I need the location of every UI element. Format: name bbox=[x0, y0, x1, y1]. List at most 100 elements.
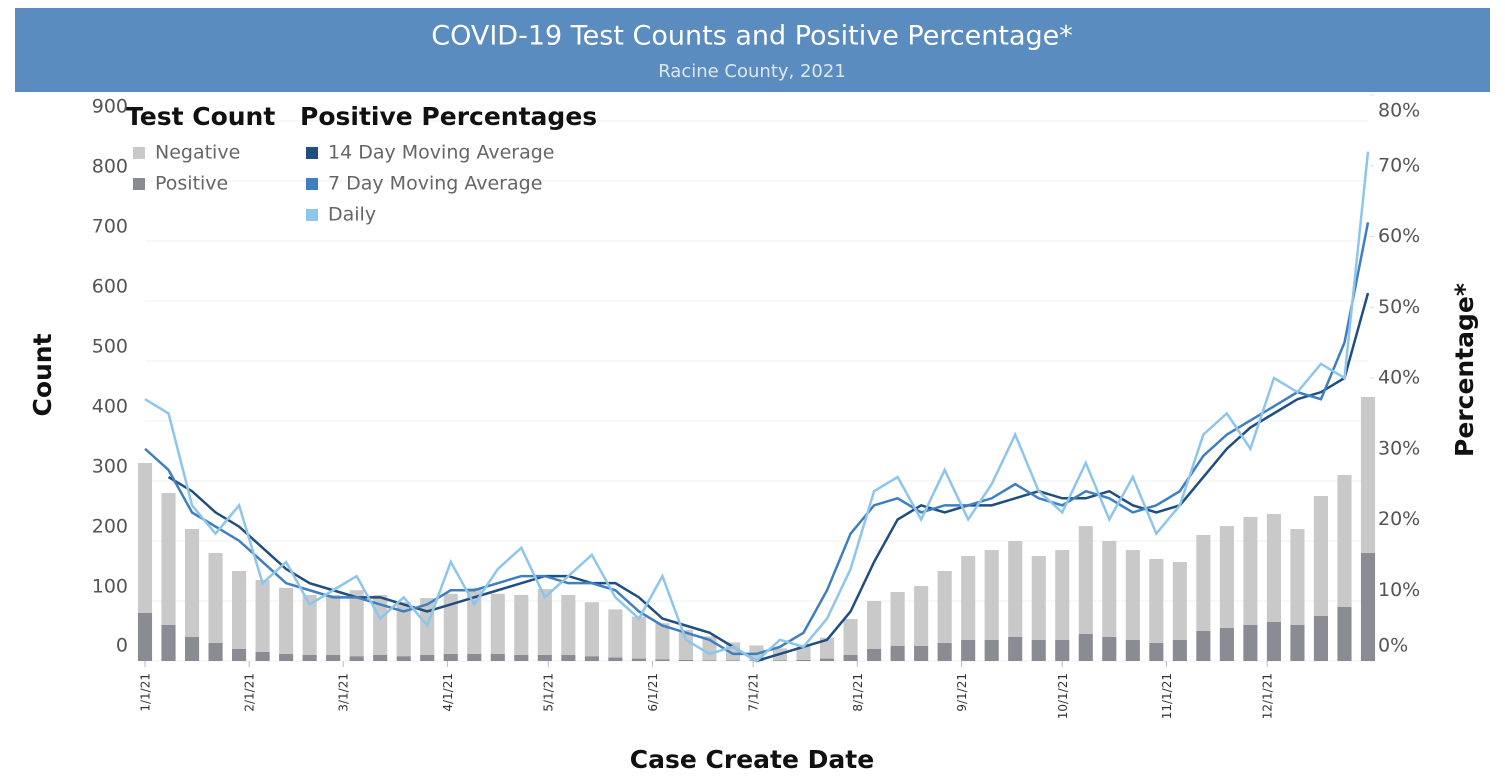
bar bbox=[1313, 496, 1329, 616]
y-tick-label: 100 bbox=[92, 576, 128, 598]
bar bbox=[561, 595, 576, 655]
bar bbox=[914, 646, 929, 661]
bar bbox=[1149, 643, 1164, 661]
x-tick-label: 12/1/21 bbox=[1261, 673, 1275, 719]
bar bbox=[1360, 397, 1376, 553]
bar bbox=[584, 656, 599, 661]
bar bbox=[137, 613, 153, 661]
bar bbox=[796, 659, 811, 661]
bar bbox=[772, 660, 788, 661]
legend-swatch bbox=[306, 178, 318, 190]
y2-tick-label: 50% bbox=[1378, 296, 1420, 318]
bar bbox=[326, 595, 341, 655]
legend-label: Daily bbox=[328, 204, 376, 226]
x-tick-label: 4/1/21 bbox=[441, 673, 455, 712]
bar bbox=[1172, 562, 1187, 640]
bar bbox=[890, 646, 905, 661]
bar bbox=[1313, 616, 1329, 661]
bar bbox=[302, 595, 317, 655]
y2-tick-label: 10% bbox=[1378, 579, 1420, 601]
y-axis-title: Count bbox=[28, 333, 57, 416]
y2-tick-label: 70% bbox=[1378, 154, 1420, 176]
legend-label: Negative bbox=[155, 142, 240, 164]
bar bbox=[1125, 550, 1140, 640]
x-tick-label: 7/1/21 bbox=[747, 673, 761, 712]
bar bbox=[608, 657, 623, 661]
bar bbox=[467, 587, 482, 654]
bar bbox=[137, 463, 153, 613]
legend-label: 14 Day Moving Average bbox=[328, 142, 554, 164]
y2-tick-label: 60% bbox=[1378, 225, 1420, 247]
y-tick-label: 800 bbox=[92, 156, 128, 178]
bar bbox=[678, 659, 693, 661]
legend-title: Test Count bbox=[126, 102, 275, 131]
x-tick-label: 6/1/21 bbox=[646, 673, 660, 712]
y2-axis-title: Percentage* bbox=[1450, 283, 1479, 457]
y-tick-label: 200 bbox=[92, 516, 128, 538]
bar bbox=[820, 637, 835, 659]
bar bbox=[1337, 607, 1352, 661]
bar bbox=[537, 589, 552, 655]
bar bbox=[1219, 628, 1234, 661]
bar bbox=[867, 649, 882, 661]
bar bbox=[1031, 556, 1046, 640]
bar bbox=[867, 601, 882, 649]
bar bbox=[984, 550, 999, 640]
bar bbox=[725, 660, 741, 661]
y-tick-label: 0 bbox=[116, 635, 128, 657]
legend-swatch bbox=[306, 209, 318, 221]
x-tick-label: 2/1/21 bbox=[243, 673, 257, 712]
bar bbox=[326, 655, 341, 661]
y-tick-label: 400 bbox=[92, 396, 128, 418]
bar bbox=[443, 593, 458, 654]
x-axis-title: Case Create Date bbox=[630, 745, 874, 774]
chart-title: COVID-19 Test Counts and Positive Percen… bbox=[431, 21, 1073, 52]
bar bbox=[232, 649, 247, 661]
y-tick-label: 500 bbox=[92, 336, 128, 358]
bar bbox=[537, 655, 552, 661]
bar bbox=[678, 629, 693, 660]
y2-tick-label: 0% bbox=[1378, 635, 1408, 657]
bar bbox=[1078, 634, 1093, 661]
y2-tick-label: 80% bbox=[1378, 100, 1420, 122]
bar bbox=[161, 625, 176, 661]
bar bbox=[232, 571, 247, 649]
plot bbox=[137, 94, 1376, 667]
bar bbox=[161, 493, 176, 625]
bar bbox=[279, 653, 294, 661]
bar bbox=[631, 658, 646, 661]
bar bbox=[984, 640, 999, 661]
bar bbox=[443, 653, 458, 661]
bar bbox=[184, 637, 200, 661]
bar bbox=[1055, 640, 1070, 661]
bar bbox=[1243, 625, 1258, 661]
bar bbox=[1290, 529, 1305, 625]
line bbox=[144, 151, 1370, 663]
chart-subtitle: Racine County, 2021 bbox=[658, 61, 846, 82]
y-tick-label: 700 bbox=[92, 216, 128, 238]
bar bbox=[961, 640, 976, 661]
bar bbox=[1219, 526, 1234, 628]
x-tick-label: 9/1/21 bbox=[955, 673, 969, 712]
bar bbox=[961, 556, 976, 640]
legend-title: Positive Percentages bbox=[300, 102, 597, 131]
bar bbox=[184, 529, 200, 637]
bar bbox=[1243, 517, 1258, 625]
y-tick-label: 300 bbox=[92, 456, 128, 478]
bar bbox=[1102, 541, 1117, 637]
bar bbox=[208, 553, 223, 643]
y2-tick-label: 20% bbox=[1378, 508, 1420, 530]
bar bbox=[396, 602, 411, 657]
bar bbox=[608, 609, 623, 658]
x-tick-label: 3/1/21 bbox=[337, 673, 351, 712]
bar bbox=[514, 655, 529, 661]
bar bbox=[1266, 622, 1281, 661]
bar bbox=[1102, 637, 1117, 661]
bar bbox=[1196, 631, 1211, 661]
bar bbox=[349, 590, 364, 657]
y-tick-label: 900 bbox=[92, 96, 128, 118]
legend-label: 7 Day Moving Average bbox=[328, 173, 542, 195]
bar bbox=[255, 580, 270, 652]
bar bbox=[1360, 553, 1376, 661]
